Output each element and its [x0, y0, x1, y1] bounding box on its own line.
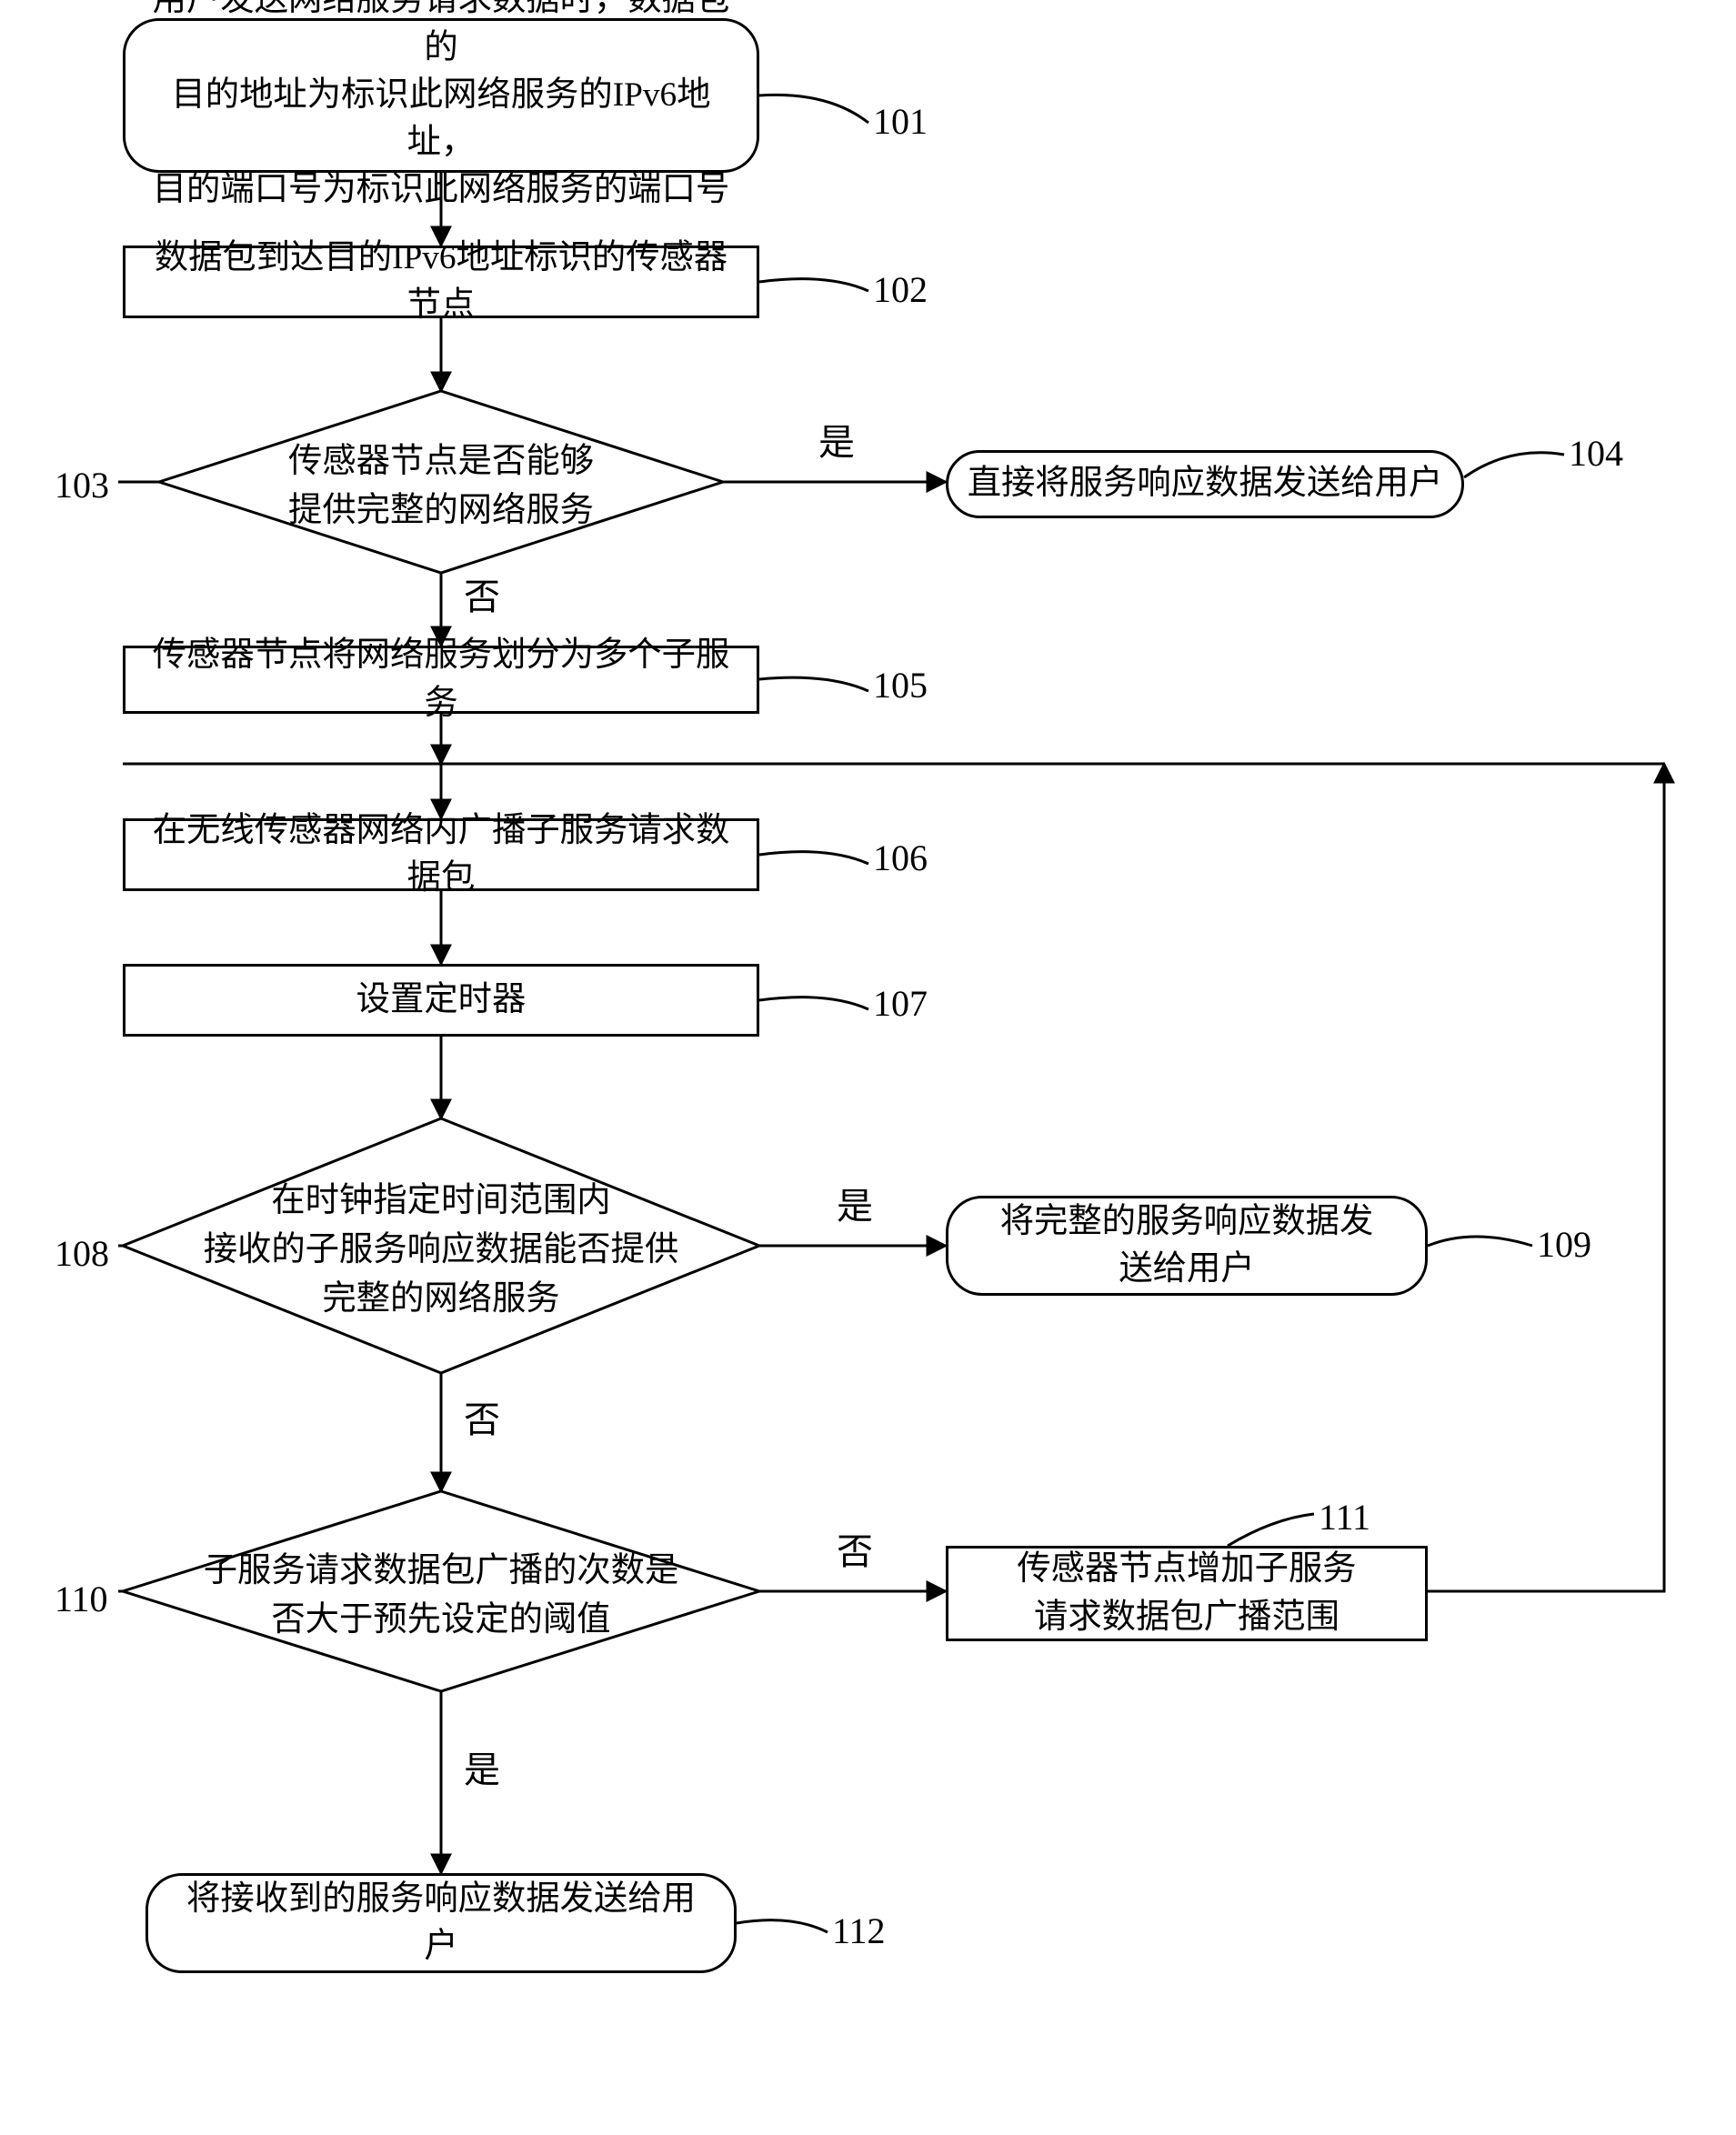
callout-L111: 111	[1319, 1496, 1370, 1539]
callout-L107: 107	[873, 982, 928, 1025]
edge-e13	[1428, 764, 1664, 1591]
edge-label-e12: 是	[464, 1749, 500, 1790]
callout-L110: 110	[55, 1578, 108, 1620]
decision-text-n108: 在时钟指定时间范围内 接收的子服务响应数据能否提供 完整的网络服务	[123, 1118, 759, 1373]
leader-L107	[759, 997, 868, 1009]
callout-L103: 103	[55, 464, 109, 506]
edge-label-e4: 否	[464, 576, 500, 617]
callout-L104: 104	[1569, 432, 1623, 475]
leader-L101	[759, 95, 868, 123]
leader-L104	[1464, 453, 1564, 477]
leader-L105	[759, 677, 868, 691]
leader-L111	[1228, 1514, 1314, 1546]
process-n102: 数据包到达目的IPv6地址标识的传感器节点	[123, 246, 759, 318]
leader-L109	[1428, 1237, 1532, 1246]
edge-label-e3: 是	[818, 422, 855, 463]
terminal-n112: 将接收到的服务响应数据发送给用 户	[146, 1873, 737, 1973]
leader-L112	[737, 1920, 828, 1932]
edge-label-e9: 是	[837, 1186, 873, 1227]
flowchart-canvas: 是否是否否是 用户发送网络服务请求数据时，数据包的 目的地址为标识此网络服务的I…	[0, 0, 1736, 2135]
leader-L106	[759, 852, 868, 864]
callout-L102: 102	[873, 268, 928, 311]
process-n111: 传感器节点增加子服务 请求数据包广播范围	[946, 1546, 1428, 1641]
process-n105: 传感器节点将网络服务划分为多个子服务	[123, 646, 759, 714]
edge-label-e11: 否	[837, 1531, 873, 1572]
decision-text-n110: 子服务请求数据包广播的次数是 否大于预先设定的阈值	[123, 1491, 759, 1691]
callout-L105: 105	[873, 664, 928, 707]
process-n106: 在无线传感器网络内广播子服务请求数据包	[123, 818, 759, 891]
edge-label-e10: 否	[464, 1399, 500, 1440]
callout-L101: 101	[873, 100, 928, 143]
callout-L108: 108	[55, 1232, 109, 1275]
leader-L102	[759, 279, 868, 291]
terminal-n104: 直接将服务响应数据发送给用户	[946, 450, 1464, 518]
callout-L112: 112	[832, 1909, 886, 1952]
decision-text-n103: 传感器节点是否能够 提供完整的网络服务	[159, 391, 723, 573]
callout-L106: 106	[873, 837, 928, 879]
terminal-n109: 将完整的服务响应数据发 送给用户	[946, 1196, 1428, 1296]
callout-L109: 109	[1537, 1223, 1591, 1266]
terminal-n101: 用户发送网络服务请求数据时，数据包的 目的地址为标识此网络服务的IPv6地址， …	[123, 18, 759, 173]
process-n107: 设置定时器	[123, 964, 759, 1037]
